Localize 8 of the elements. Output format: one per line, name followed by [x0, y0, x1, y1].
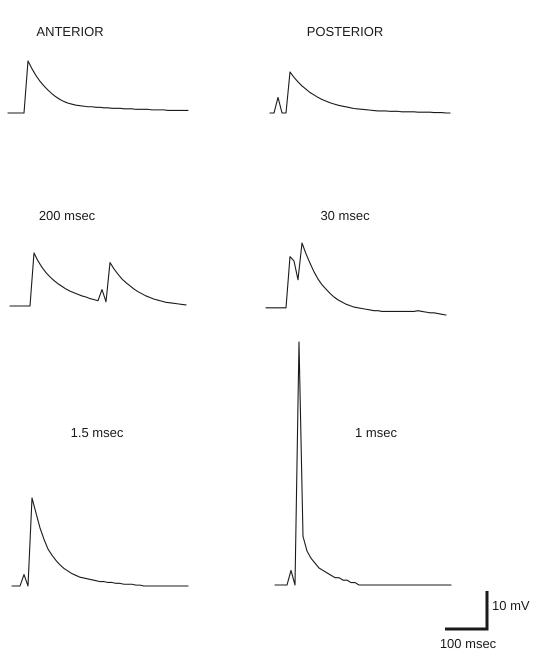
text: 100 msec [440, 636, 496, 651]
chart-title: 200 msec [38, 208, 96, 223]
chart-title: ANTERIOR [36, 24, 104, 39]
chart-title: POSTERIOR [306, 24, 384, 39]
text: 10 mV [492, 598, 530, 613]
chart-title: 1.5 msec [70, 425, 124, 440]
text: 1 msec [355, 425, 398, 440]
chart-title: 30 msec [320, 208, 370, 223]
